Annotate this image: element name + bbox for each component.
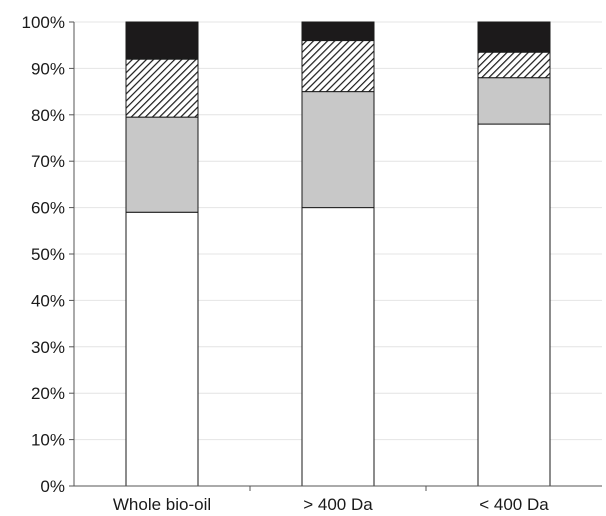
y-tick-label: 60% (31, 199, 65, 218)
y-tick-label: 40% (31, 291, 65, 310)
bar-segment-2-2 (301, 91, 375, 209)
y-tick-label: 0% (40, 477, 65, 496)
bar-segment-4-3 (477, 21, 551, 53)
bar-segment-4-1 (125, 21, 199, 60)
y-tick-label: 70% (31, 152, 65, 171)
bar-segment-4-2 (301, 21, 375, 42)
bar-segment-3-1 (125, 58, 199, 118)
x-tick-label: < 400 Da (479, 495, 549, 514)
y-tick-label: 10% (31, 431, 65, 450)
y-tick-label: 90% (31, 59, 65, 78)
axes (69, 21, 602, 491)
y-tick-label: 80% (31, 106, 65, 125)
bar-segments (125, 21, 551, 487)
bar-segment-1-3 (477, 123, 551, 487)
bar-segment-3-3 (477, 51, 551, 79)
bar-segment-2-3 (477, 77, 551, 125)
x-tick-label: Whole bio-oil (113, 495, 211, 514)
y-tick-label: 30% (31, 338, 65, 357)
bar-segment-3-2 (301, 40, 375, 93)
y-tick-label: 100% (22, 13, 65, 32)
x-axis-tick-labels: Whole bio-oil > 400 Da < 400 Da (113, 495, 549, 514)
bar-segment-1-2 (301, 207, 375, 487)
y-tick-label: 20% (31, 384, 65, 403)
y-tick-label: 50% (31, 245, 65, 264)
bar-segment-1-1 (125, 211, 199, 487)
y-axis-tick-labels: 0% 10% 20% 30% 40% 50% 60% 70% 80% 90% 100% (22, 13, 65, 496)
x-tick-label: > 400 Da (303, 495, 373, 514)
bar-segment-2-1 (125, 116, 199, 213)
